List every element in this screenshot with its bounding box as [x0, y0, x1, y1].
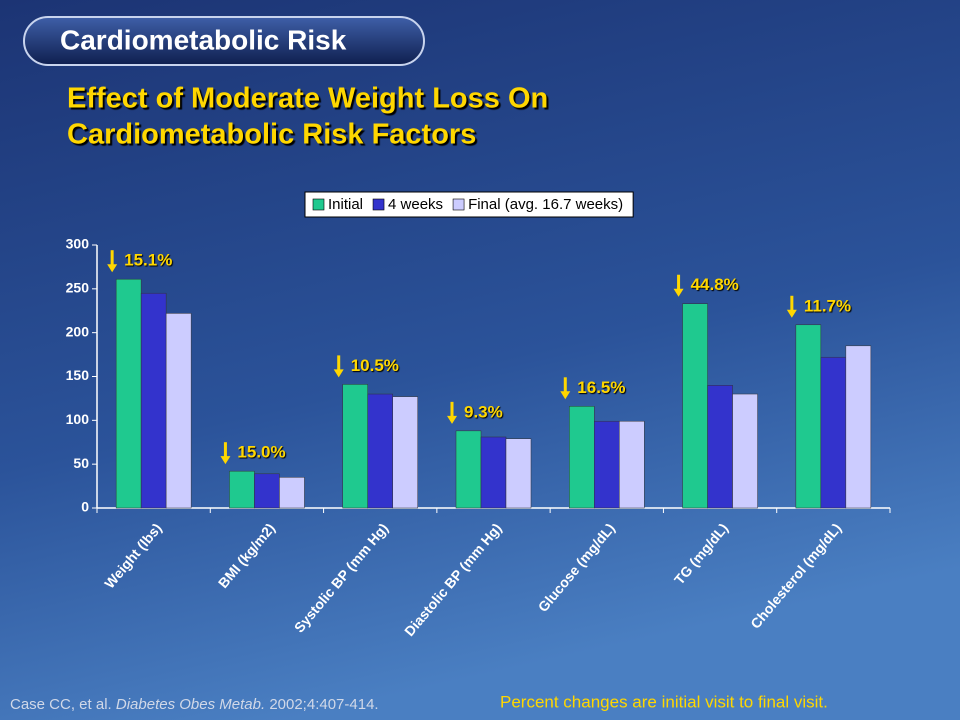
citation-authors: Case CC, et al. [10, 696, 112, 713]
bar [594, 420, 620, 509]
legend-swatch [372, 198, 385, 211]
y-tick-label: 50 [73, 455, 89, 471]
bar [165, 313, 192, 509]
y-tick-label: 200 [66, 323, 90, 339]
arrow-head [560, 391, 571, 400]
annotation: 44.8% [691, 275, 739, 294]
bar [845, 345, 872, 509]
arrow-head [447, 415, 457, 424]
bar [455, 430, 482, 509]
header: Cardiometabolic Risk [60, 24, 347, 55]
bar [342, 384, 368, 509]
legend: Initial 4 weeks Final (avg. 16.7 weeks) [304, 191, 634, 218]
y-tick-label: 150 [66, 367, 90, 383]
y-tick-label: 100 [66, 411, 90, 427]
annotation: 11.7% [804, 296, 851, 315]
annotation: 16.5% [577, 378, 625, 397]
bar [229, 470, 255, 509]
legend-label: Final (avg. 16.7 weeks) [468, 196, 623, 213]
bar [682, 303, 708, 509]
bar [619, 420, 645, 509]
legend-swatch [452, 198, 465, 211]
bar [505, 438, 532, 509]
annotation: 15.0% [237, 443, 285, 462]
annotation: 15.1% [124, 251, 172, 270]
legend-swatch [312, 198, 325, 211]
y-tick-label: 300 [66, 236, 90, 252]
bar [140, 292, 167, 509]
bar [707, 385, 733, 509]
bar [254, 473, 280, 509]
bar [732, 393, 758, 509]
bar [480, 436, 507, 509]
bar [795, 324, 822, 509]
annotation: 10.5% [351, 356, 399, 375]
citation: Case CC, et al. Diabetes Obes Metab. 200… [10, 696, 379, 713]
bar [115, 278, 142, 509]
bar [367, 393, 393, 509]
title: Cardiometabolic Risk Factors [67, 119, 476, 151]
bar [569, 406, 595, 509]
title: Effect of Moderate Weight Loss On [67, 83, 548, 115]
bar [392, 396, 418, 509]
citation-journal: Diabetes Obes Metab. [116, 696, 265, 713]
arrow-head [220, 456, 231, 465]
header-pill [23, 16, 425, 66]
arrow-head [673, 288, 684, 297]
footnote: Percent changes are initial visit to fin… [500, 692, 828, 711]
y-tick-label: 0 [81, 499, 89, 515]
legend-box [304, 191, 634, 218]
annotation: 9.3% [464, 402, 503, 421]
arrow-head [107, 264, 118, 273]
citation-ref: 2002;4:407-414. [269, 696, 378, 713]
y-tick-label: 250 [66, 280, 90, 296]
legend-label: 4 weeks [388, 196, 443, 213]
bar [820, 356, 847, 509]
arrow-head [333, 369, 344, 378]
bar [279, 477, 305, 509]
arrow-head [786, 309, 797, 318]
legend-label: Initial [328, 196, 363, 213]
